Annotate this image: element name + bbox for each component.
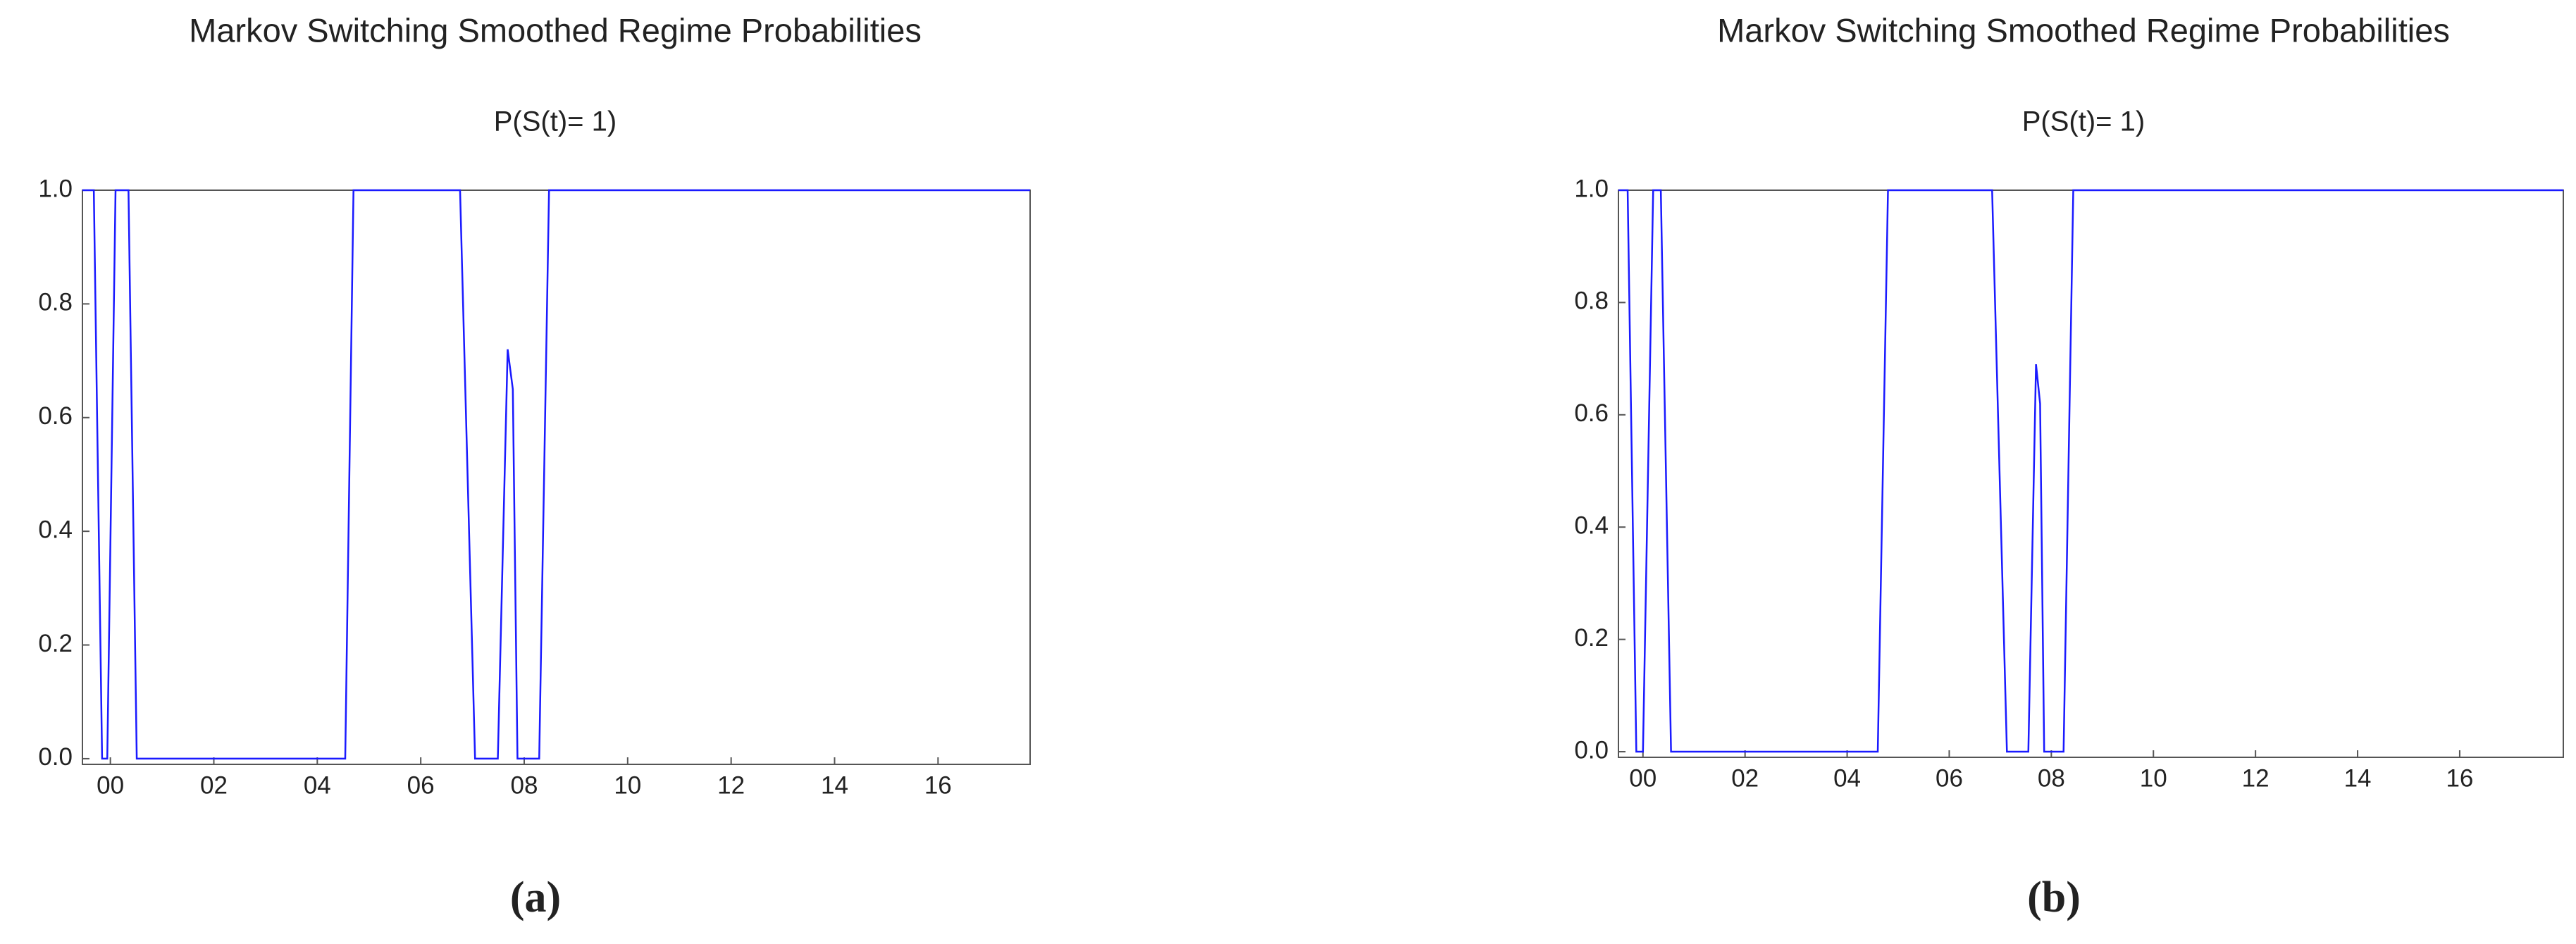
y-tick-label: 0.8 [38, 289, 73, 316]
plot-frame [1618, 190, 2564, 758]
x-tick-label: 14 [2344, 764, 2372, 792]
y-tick-label: 0.6 [38, 402, 73, 430]
y-tick-label: 0.4 [1574, 511, 1609, 539]
y-tick-label: 0.2 [38, 630, 73, 657]
x-tick-label: 02 [200, 771, 228, 799]
chart-title: Markov Switching Smoothed Regime Probabi… [1717, 11, 2450, 49]
chart-subtitle: P(S(t)= 1) [494, 106, 617, 137]
x-tick-label: 08 [511, 771, 538, 799]
x-tick-label: 06 [407, 771, 435, 799]
series-line [82, 189, 1030, 760]
x-tick-label: 16 [924, 771, 952, 799]
y-tick-label: 0.2 [1574, 624, 1609, 652]
y-tick-label: 1.0 [38, 175, 73, 202]
y-tick-label: 1.0 [1574, 175, 1609, 202]
plot-frame [82, 190, 1031, 765]
caption: (b) [2027, 874, 2081, 921]
x-tick-label: 02 [1731, 764, 1759, 792]
y-tick-label: 0.8 [1574, 287, 1609, 315]
x-tick-label: 04 [304, 771, 331, 799]
x-tick-label: 10 [2140, 764, 2167, 792]
y-tick-label: 0.4 [38, 516, 73, 543]
y-tick-label: 0.0 [38, 743, 73, 771]
caption: (a) [510, 874, 561, 921]
x-tick-label: 16 [2446, 764, 2473, 792]
x-tick-label: 10 [614, 771, 641, 799]
x-tick-label: 06 [1936, 764, 1963, 792]
y-tick-label: 0.6 [1574, 399, 1609, 427]
y-tick-label: 0.0 [1574, 736, 1609, 764]
x-tick-label: 00 [97, 771, 124, 799]
series-line [1618, 189, 2563, 753]
x-tick-label: 14 [821, 771, 848, 799]
x-tick-label: 12 [717, 771, 745, 799]
x-tick-label: 00 [1629, 764, 1657, 792]
chart-title: Markov Switching Smoothed Regime Probabi… [189, 11, 922, 49]
x-tick-label: 04 [1833, 764, 1861, 792]
x-tick-label: 12 [2242, 764, 2270, 792]
chart-subtitle: P(S(t)= 1) [2022, 106, 2145, 137]
x-tick-label: 08 [2038, 764, 2065, 792]
